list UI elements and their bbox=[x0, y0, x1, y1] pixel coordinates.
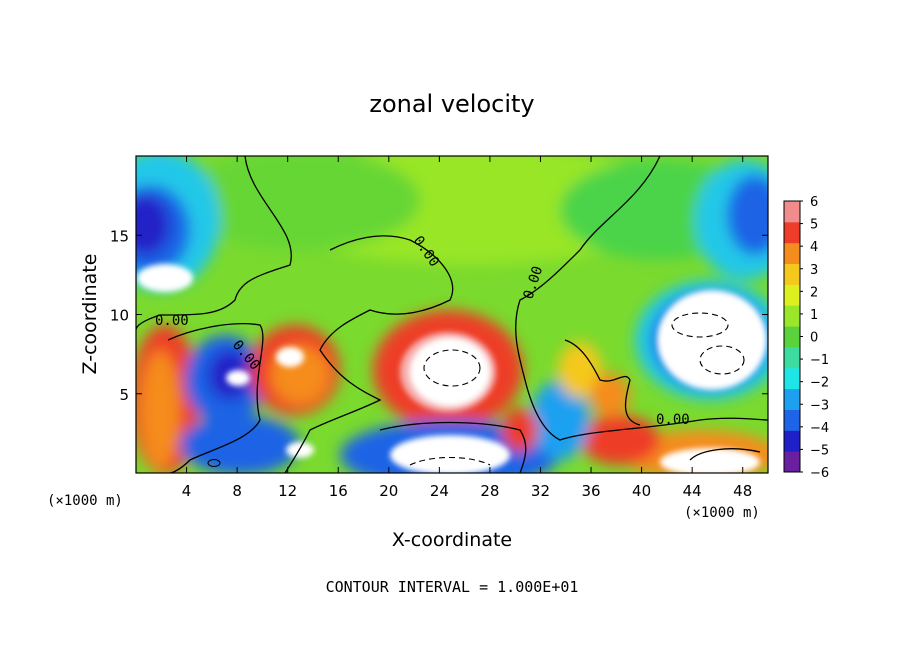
heatmap-field bbox=[136, 156, 768, 473]
x-tick-label: 8 bbox=[232, 482, 242, 500]
x-tick-label: 28 bbox=[480, 482, 499, 500]
colorbar-tick-label: −4 bbox=[810, 421, 829, 436]
y-axis-label: Z-coordinate bbox=[79, 254, 101, 375]
colorbar-swatch bbox=[784, 367, 800, 390]
x-tick-label: 44 bbox=[683, 482, 702, 500]
colorbar-swatch bbox=[784, 430, 800, 452]
colorbar-tick-label: −2 bbox=[810, 376, 829, 391]
x-tick-label: 12 bbox=[278, 482, 297, 500]
y-tick-label: 10 bbox=[110, 307, 129, 325]
colorbar-frame bbox=[783, 200, 801, 473]
colorbar-swatch bbox=[784, 263, 800, 285]
colorbar-swatch bbox=[784, 409, 800, 431]
colorbar-tick-label: 0 bbox=[810, 331, 818, 346]
colorbar-swatch bbox=[784, 388, 800, 410]
x-tick-label: 40 bbox=[632, 482, 651, 500]
colorbar-swatch bbox=[784, 451, 800, 473]
contour-label: 0.00 bbox=[656, 412, 690, 428]
y-tick-label: 15 bbox=[110, 227, 129, 245]
x-unit-label-left: (×1000 m) bbox=[47, 493, 123, 509]
colorbar-tick-label: −1 bbox=[810, 353, 829, 368]
colorbar-tick-label: 2 bbox=[810, 285, 818, 300]
colorbar-tick-label: −6 bbox=[810, 466, 829, 481]
colorbar-swatch bbox=[784, 221, 800, 244]
colorbar-swatch bbox=[784, 326, 800, 348]
colorbar-tick-label: 5 bbox=[810, 218, 818, 233]
x-tick-label: 20 bbox=[379, 482, 398, 500]
x-tick-label: 4 bbox=[182, 482, 192, 500]
x-tick-label: 32 bbox=[531, 482, 550, 500]
x-tick-label: 36 bbox=[581, 482, 600, 500]
colorbar-swatch bbox=[784, 284, 800, 306]
x-tick-label: 48 bbox=[733, 482, 752, 500]
x-axis: 4 8 12 16 20 24 28 32 36 40 44 48 bbox=[182, 156, 752, 500]
x-unit-label-right: (×1000 m) bbox=[684, 505, 760, 521]
y-axis: 5 10 15 bbox=[110, 227, 768, 404]
colorbar-swatch bbox=[784, 242, 800, 265]
colorbar-swatch bbox=[784, 346, 800, 369]
colorbar-tick-label: −5 bbox=[810, 443, 829, 458]
colorbar-tick-label: 6 bbox=[810, 195, 818, 210]
chart-title: zonal velocity bbox=[369, 90, 534, 118]
contour-interval-note: CONTOUR INTERVAL = 1.000E+01 bbox=[326, 578, 579, 596]
colorbar-swatch bbox=[784, 201, 800, 223]
colorbar-tick-label: 1 bbox=[810, 308, 818, 323]
contour-label: 0.00 bbox=[155, 313, 189, 329]
colorbar-swatch bbox=[784, 305, 800, 327]
colorbar-tick-label: 3 bbox=[810, 263, 818, 278]
x-tick-label: 16 bbox=[329, 482, 348, 500]
x-axis-label: X-coordinate bbox=[392, 529, 512, 551]
colorbar-tick-label: −3 bbox=[810, 398, 829, 413]
x-tick-label: 24 bbox=[430, 482, 449, 500]
colorbar-tick-label: 4 bbox=[810, 240, 818, 255]
y-tick-label: 5 bbox=[119, 386, 129, 404]
colorbar: 6 5 4 3 2 1 0 −1 −2 −3 −4 −5 −6 bbox=[784, 195, 829, 481]
